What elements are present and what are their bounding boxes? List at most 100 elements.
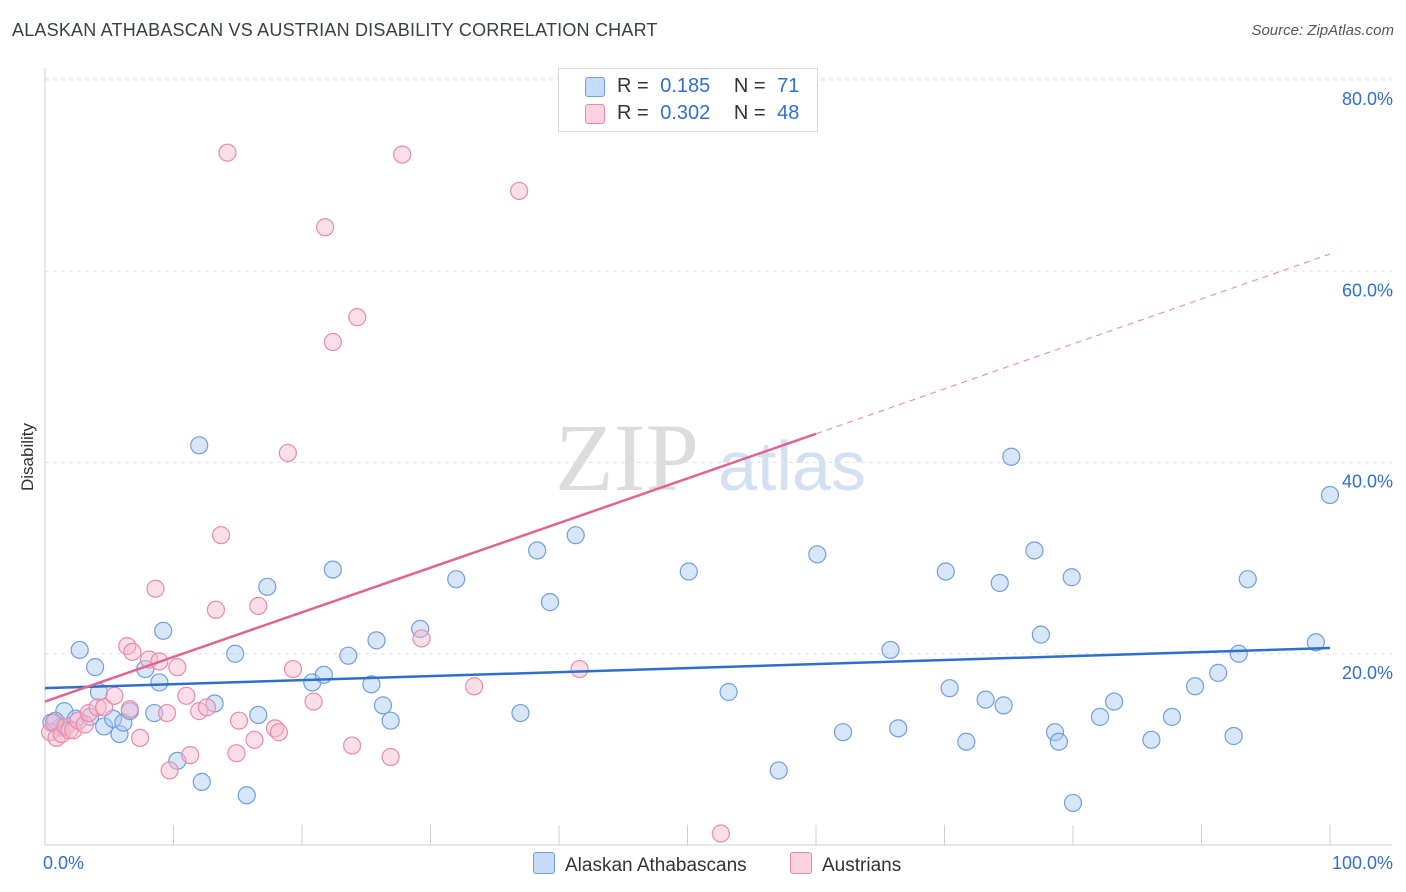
data-point-athabascan bbox=[1185, 677, 1205, 696]
data-point-austrian bbox=[146, 579, 165, 598]
data-point-athabascan bbox=[679, 562, 698, 581]
data-point-austrian bbox=[157, 703, 177, 723]
data-point-austrian bbox=[304, 692, 323, 711]
data-point-athabascan bbox=[362, 675, 381, 694]
data-point-athabascan bbox=[833, 723, 853, 742]
data-point-athabascan bbox=[145, 703, 164, 723]
y-tick-label: 20.0% bbox=[1342, 663, 1393, 683]
data-point-austrian bbox=[412, 629, 431, 648]
data-point-athabascan bbox=[769, 761, 788, 780]
data-point-austrian bbox=[177, 686, 196, 705]
grid-lines bbox=[45, 77, 1392, 655]
data-point-austrian bbox=[245, 730, 264, 749]
data-point-austrian bbox=[278, 443, 297, 463]
y-tick-label: 80.0% bbox=[1342, 89, 1393, 109]
data-point-athabascan bbox=[1045, 723, 1065, 742]
data-point-athabascan bbox=[881, 640, 900, 660]
axes bbox=[44, 68, 1392, 846]
data-point-austrian bbox=[570, 659, 589, 679]
data-point-athabascan bbox=[1224, 726, 1243, 746]
data-point-athabascan bbox=[381, 711, 400, 730]
data-point-athabascan bbox=[110, 724, 129, 744]
data-point-austrian bbox=[160, 761, 179, 780]
bottom-legend-swatch-pink bbox=[790, 852, 812, 874]
series-austrians bbox=[41, 143, 731, 843]
chart-title: ALASKAN ATHABASCAN VS AUSTRIAN DISABILIT… bbox=[12, 20, 658, 40]
data-point-athabascan bbox=[1105, 692, 1124, 711]
legend-n-label: N = bbox=[733, 102, 766, 124]
data-point-athabascan bbox=[1162, 707, 1182, 726]
data-point-athabascan bbox=[957, 732, 976, 751]
data-point-athabascan bbox=[1238, 570, 1257, 589]
data-point-austrian bbox=[95, 698, 114, 717]
data-point-athabascan bbox=[976, 690, 995, 709]
data-point-athabascan bbox=[447, 570, 466, 589]
data-point-athabascan bbox=[1142, 730, 1161, 749]
data-point-austrian bbox=[211, 526, 231, 545]
data-point-austrian bbox=[465, 677, 484, 696]
data-point-austrian bbox=[181, 746, 200, 765]
x-tick-label: 100.0% bbox=[1332, 853, 1393, 873]
data-point-austrian bbox=[381, 747, 400, 767]
data-point-athabascan bbox=[994, 696, 1013, 715]
data-point-austrian bbox=[168, 658, 187, 677]
watermark-zip: ZIP bbox=[555, 404, 699, 511]
watermark-atlas: atlas bbox=[718, 427, 866, 505]
data-point-austrian bbox=[227, 744, 246, 763]
data-point-austrian bbox=[130, 728, 150, 748]
data-point-athabascan bbox=[411, 619, 430, 638]
data-point-austrian bbox=[88, 698, 107, 717]
trend-line-austrians bbox=[44, 432, 817, 703]
data-point-austrian bbox=[123, 642, 142, 661]
data-point-austrian bbox=[64, 721, 83, 740]
data-point-athabascan bbox=[1090, 707, 1110, 726]
data-point-athabascan bbox=[528, 541, 547, 560]
data-point-athabascan bbox=[1320, 485, 1340, 505]
y-tick-label: 60.0% bbox=[1342, 280, 1393, 300]
y-axis-label: Disability bbox=[18, 422, 37, 492]
bottom-legend-swatch-blue bbox=[533, 852, 555, 874]
data-point-athabascan bbox=[990, 573, 1009, 593]
data-point-austrian bbox=[269, 723, 288, 742]
data-point-athabascan bbox=[86, 658, 105, 677]
legend-n-value: 48 bbox=[777, 102, 800, 124]
data-point-athabascan bbox=[540, 593, 560, 612]
stats-legend: R = 0.185 N = 71 R = 0.302 N = 48 bbox=[558, 68, 818, 132]
legend-r-label: R = bbox=[617, 75, 649, 97]
watermark: ZIP atlas bbox=[555, 404, 866, 511]
data-point-athabascan bbox=[1209, 663, 1228, 682]
data-point-austrian bbox=[343, 736, 362, 755]
data-point-austrian bbox=[316, 218, 335, 237]
legend-swatch-blue bbox=[585, 77, 605, 97]
legend-swatch-pink bbox=[585, 104, 605, 124]
data-point-athabascan bbox=[190, 436, 209, 455]
data-point-athabascan bbox=[936, 562, 955, 581]
legend-n-value: 71 bbox=[777, 75, 800, 97]
data-point-athabascan bbox=[192, 772, 211, 791]
data-point-athabascan bbox=[1049, 732, 1068, 751]
bottom-legend-label-blue: Alaskan Athabascans bbox=[565, 855, 747, 876]
data-point-athabascan bbox=[1062, 568, 1081, 587]
data-point-athabascan bbox=[249, 705, 268, 725]
series-alaskan-athabascans bbox=[42, 436, 1340, 813]
data-point-athabascan bbox=[373, 696, 393, 715]
data-point-athabascan bbox=[367, 631, 386, 650]
data-point-athabascan bbox=[1002, 447, 1021, 466]
data-point-austrian bbox=[323, 332, 342, 352]
data-point-athabascan bbox=[1306, 633, 1325, 652]
legend-r-value: 0.302 bbox=[660, 102, 711, 124]
data-point-athabascan bbox=[1063, 793, 1083, 813]
data-point-austrian bbox=[105, 686, 124, 705]
data-point-austrian bbox=[249, 596, 268, 616]
data-point-athabascan bbox=[1229, 644, 1248, 663]
data-point-athabascan bbox=[1031, 625, 1050, 644]
data-point-athabascan bbox=[258, 577, 277, 596]
data-point-athabascan bbox=[226, 644, 245, 663]
data-point-athabascan bbox=[1025, 541, 1044, 560]
data-point-austrian bbox=[206, 600, 226, 619]
data-point-athabascan bbox=[719, 682, 738, 702]
x-tick-label: 0.0% bbox=[43, 853, 84, 873]
legend-n-label: N = bbox=[733, 75, 766, 97]
data-point-austrian bbox=[120, 700, 139, 719]
